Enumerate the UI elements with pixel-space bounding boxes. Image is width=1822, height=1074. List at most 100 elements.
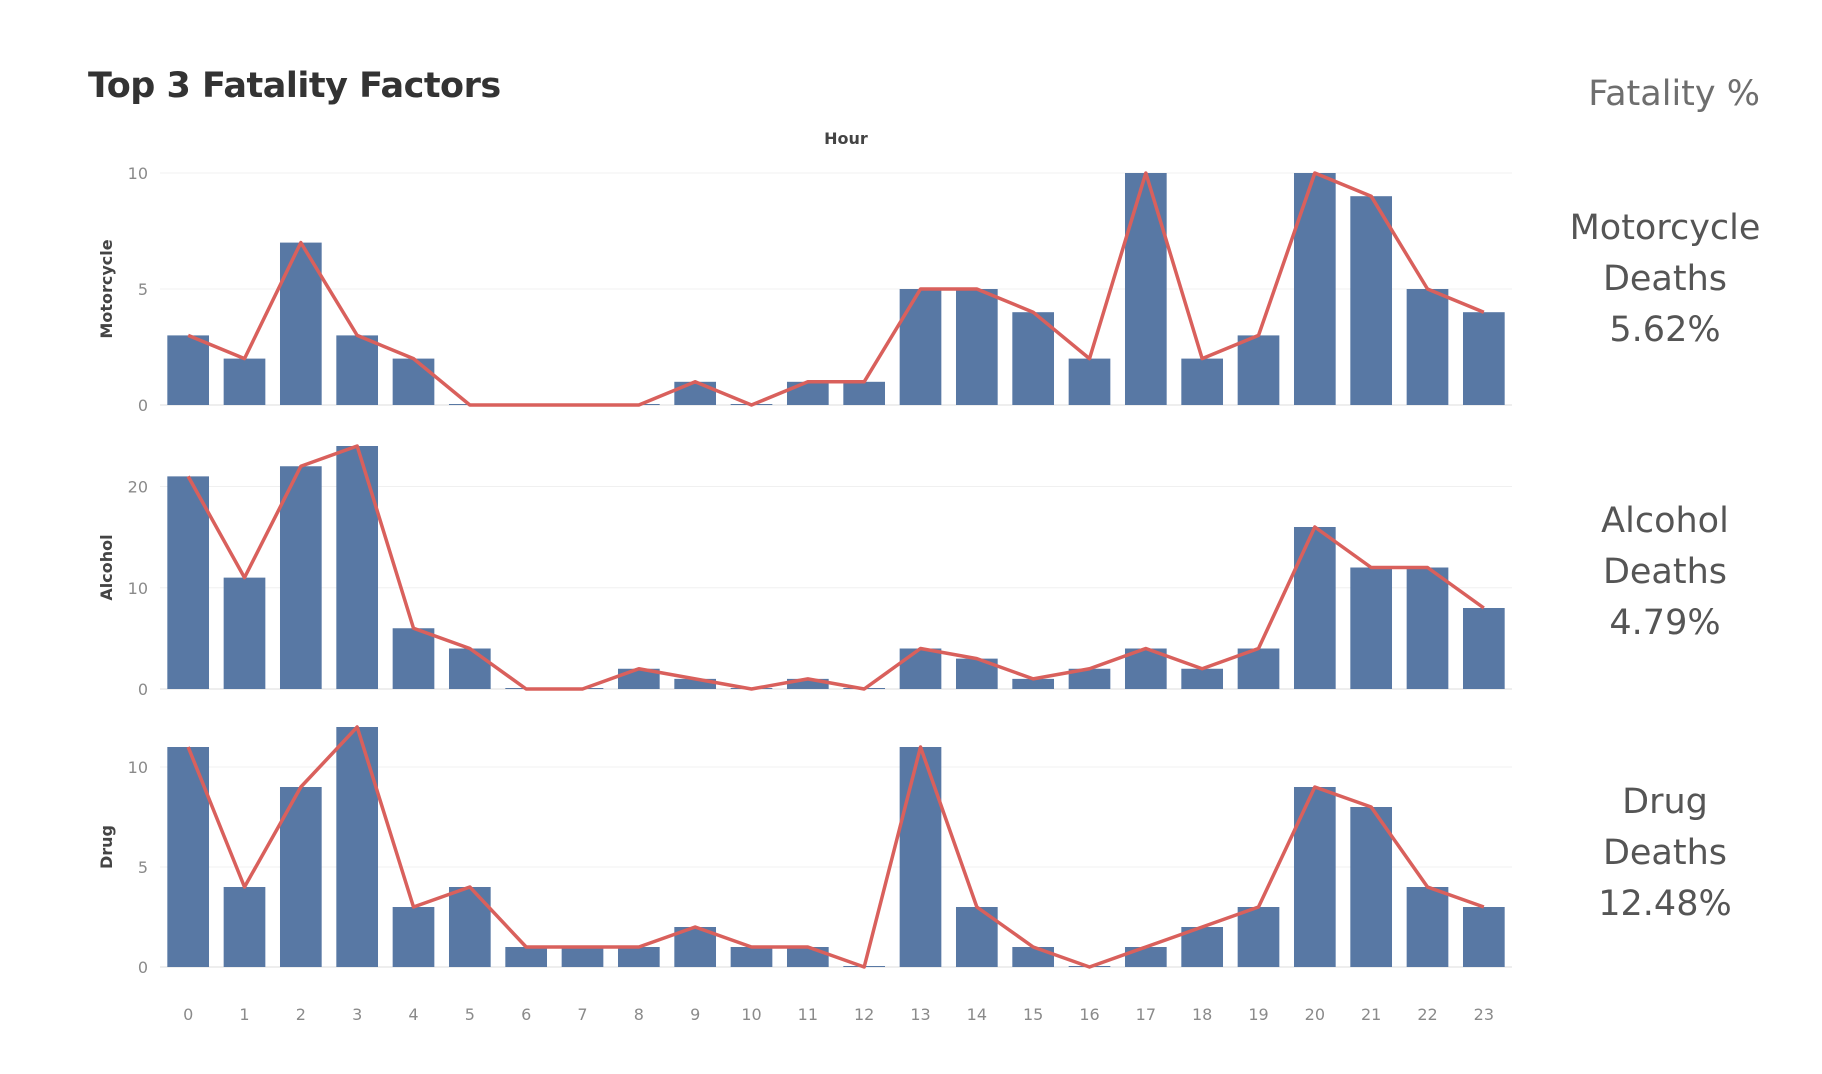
drug-bar: [1237, 907, 1280, 967]
drug-bar: [561, 947, 604, 967]
motorcycle-y-tick-label: 10: [128, 164, 148, 183]
motorcycle-bar: [167, 335, 210, 405]
motorcycle-bar: [1124, 173, 1167, 405]
motorcycle-bar: [1406, 289, 1449, 405]
motorcycle-bar: [392, 358, 435, 405]
drug-bar: [786, 947, 829, 967]
motorcycle-bar: [1237, 335, 1280, 405]
motorcycle-bar: [1181, 358, 1224, 405]
drug-trend-line: [186, 725, 1485, 969]
x-tick-label: 17: [1136, 1005, 1156, 1024]
alcohol-bar: [1293, 527, 1336, 689]
x-tick-label: 12: [854, 1005, 874, 1024]
motorcycle-bar: [223, 358, 266, 405]
x-tick-label: 23: [1474, 1005, 1494, 1024]
x-tick-label: 1: [239, 1005, 249, 1024]
alcohol-label-line1: Alcohol: [1601, 501, 1729, 541]
dashboard-title: Top 3 Fatality Factors: [88, 66, 501, 106]
drug-y-tick-label: 10: [128, 758, 148, 777]
alcohol-bar: [448, 648, 491, 689]
alcohol-y-tick-label: 20: [128, 478, 148, 497]
drug-percent: 12.48%: [1598, 884, 1732, 924]
alcohol-bar: [1012, 678, 1055, 689]
motorcycle-bar: [674, 381, 717, 405]
motorcycle-bar: [899, 289, 942, 405]
x-tick-label: 21: [1361, 1005, 1381, 1024]
x-tick-label: 13: [910, 1005, 930, 1024]
motorcycle-label-line1: Motorcycle: [1569, 208, 1761, 248]
motorcycle-fatality-label: Motorcycle Deaths 5.62%: [1520, 203, 1810, 356]
drug-bar: [223, 887, 266, 967]
x-tick-label: 5: [465, 1005, 475, 1024]
x-tick-label: 9: [690, 1005, 700, 1024]
drug-bar: [617, 947, 660, 967]
x-tick-label: 3: [352, 1005, 362, 1024]
alcohol-bar: [1462, 608, 1505, 689]
x-axis-title: Hour: [824, 129, 868, 148]
x-tick-label: 15: [1023, 1005, 1043, 1024]
fatality-percent-header: Fatality %: [1588, 74, 1760, 114]
motorcycle-bar: [1012, 312, 1055, 405]
alcohol-bar: [167, 476, 210, 689]
alcohol-percent: 4.79%: [1609, 603, 1721, 643]
drug-bar: [1462, 907, 1505, 967]
motorcycle-bar: [843, 381, 886, 405]
x-tick-label: 10: [741, 1005, 761, 1024]
motorcycle-percent: 5.62%: [1609, 310, 1721, 350]
alcohol-bar: [1068, 668, 1111, 689]
drug-bar: [448, 887, 491, 967]
motorcycle-bar: [955, 289, 998, 405]
motorcycle-bar: [786, 381, 829, 405]
x-tick-label: 16: [1079, 1005, 1099, 1024]
alcohol-bar: [899, 648, 942, 689]
motorcycle-bar: [1068, 358, 1111, 405]
motorcycle-bar: [336, 335, 379, 405]
drug-label-line1: Drug: [1622, 782, 1708, 822]
x-tick-label: 0: [183, 1005, 193, 1024]
x-tick-label: 2: [296, 1005, 306, 1024]
x-tick-label: 4: [408, 1005, 418, 1024]
alcohol-bar: [786, 678, 829, 689]
x-tick-label: 8: [634, 1005, 644, 1024]
drug-bar: [279, 787, 322, 967]
motorcycle-y-axis-label: Motorcycle: [97, 239, 116, 338]
alcohol-bar: [392, 628, 435, 689]
drug-bar: [1012, 947, 1055, 967]
x-tick-label: 11: [798, 1005, 818, 1024]
motorcycle-bar: [1350, 196, 1393, 405]
x-tick-label: 22: [1417, 1005, 1437, 1024]
alcohol-bar: [674, 678, 717, 689]
drug-bar: [730, 947, 773, 967]
x-tick-label: 6: [521, 1005, 531, 1024]
drug-bar: [392, 907, 435, 967]
x-tick-label: 14: [967, 1005, 987, 1024]
x-tick-label: 19: [1248, 1005, 1268, 1024]
drug-bar: [505, 947, 548, 967]
alcohol-bar: [1181, 668, 1224, 689]
alcohol-y-tick-label: 0: [138, 680, 148, 699]
motorcycle-bar: [1293, 173, 1336, 405]
alcohol-bar: [336, 446, 379, 689]
motorcycle-label-line2: Deaths: [1602, 259, 1728, 299]
alcohol-fatality-label: Alcohol Deaths 4.79%: [1520, 496, 1810, 649]
alcohol-bar: [1350, 567, 1393, 689]
alcohol-label-line2: Deaths: [1602, 552, 1728, 592]
drug-y-tick-label: 5: [138, 858, 148, 877]
alcohol-bar: [279, 466, 322, 689]
motorcycle-trend-line: [187, 171, 1485, 407]
x-tick-label: 20: [1305, 1005, 1325, 1024]
x-tick-label: 7: [577, 1005, 587, 1024]
alcohol-trend-line: [186, 444, 1485, 691]
drug-bar: [336, 727, 379, 967]
x-tick-label: 18: [1192, 1005, 1212, 1024]
alcohol-y-axis-label: Alcohol: [97, 534, 116, 600]
motorcycle-bar: [1462, 312, 1505, 405]
alcohol-bar: [223, 577, 266, 689]
drug-y-axis-label: Drug: [97, 825, 116, 869]
motorcycle-y-tick-label: 5: [138, 280, 148, 299]
drug-y-tick-label: 0: [138, 958, 148, 977]
alcohol-y-tick-label: 10: [128, 579, 148, 598]
drug-bar: [1406, 887, 1449, 967]
drug-bar: [1124, 947, 1167, 967]
